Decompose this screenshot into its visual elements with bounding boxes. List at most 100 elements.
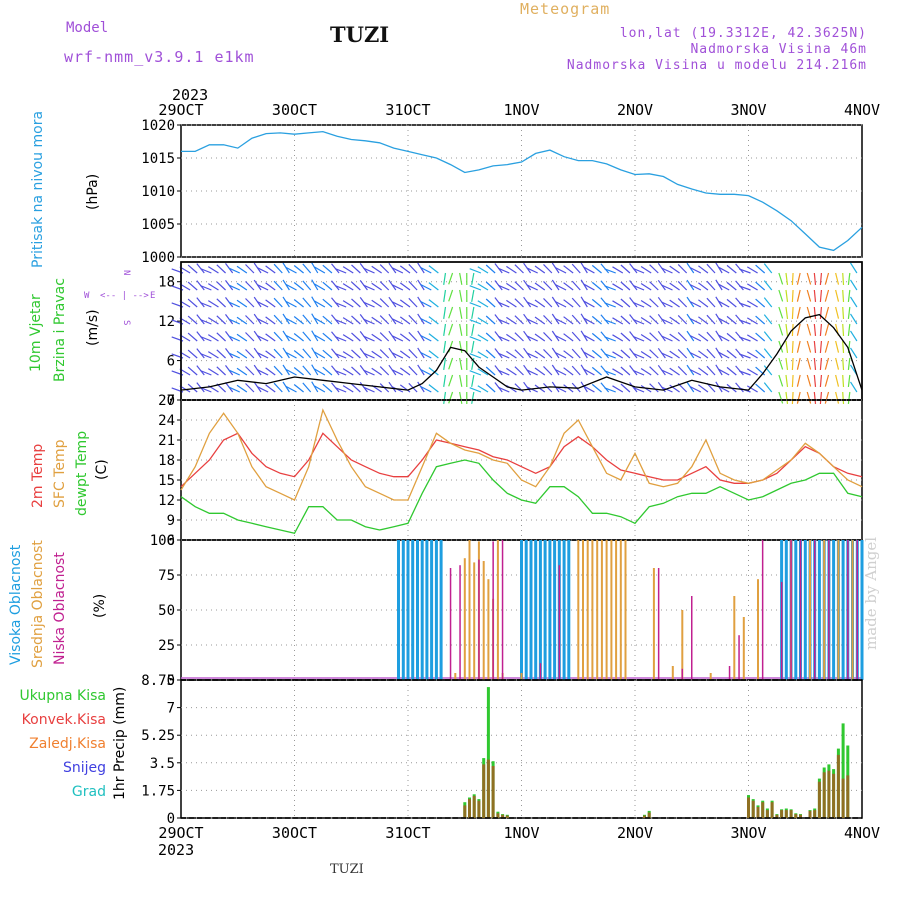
wind-barb [698, 367, 709, 376]
cloud-mid-bar [742, 617, 745, 680]
wind-ytick-label: 18 [158, 275, 175, 291]
cloud-low-bar [814, 540, 816, 680]
wind-barb [408, 331, 418, 342]
wind-barb [612, 317, 624, 325]
wind-barb [718, 266, 730, 274]
wind-barb [471, 340, 475, 353]
wind-barb [443, 391, 447, 404]
wind-barb [498, 369, 510, 376]
wind-barb [322, 332, 333, 342]
pressure-label: Pritisak na nivou mora [30, 111, 46, 268]
wind-barb [706, 365, 716, 376]
wind-barb [526, 318, 538, 325]
wind-barb [443, 340, 447, 353]
wind-barb [485, 349, 496, 359]
wind-barb [806, 391, 812, 404]
wind-barb [199, 284, 212, 291]
wind-barb [543, 348, 553, 359]
cloud-low-bar [799, 540, 802, 680]
wind-barb [469, 370, 482, 376]
wind-barb [334, 370, 347, 376]
wind-barb [371, 316, 382, 325]
wind-barb [408, 297, 418, 308]
wind-barb [738, 302, 751, 308]
time-tick-bottom: 4NOV [844, 824, 880, 842]
precip-ytick-label: 5.25 [141, 728, 175, 744]
footer-station: TUZI [330, 862, 364, 877]
wind-barb [847, 374, 851, 387]
wind-barb [806, 272, 812, 285]
wind-barb [755, 264, 766, 274]
wind-dir-arrows: <-- | --> [100, 291, 149, 301]
wind-barb [293, 316, 304, 325]
wind-barb [842, 323, 845, 337]
wind-barb [257, 301, 269, 308]
wind-barb [534, 316, 546, 325]
legend-freezing-rain: Zaledj.Kisa [29, 736, 106, 752]
time-tick-top: 31OCT [385, 101, 430, 119]
wind-barb [726, 315, 737, 325]
wind-barb [293, 265, 304, 274]
wind-barb [216, 264, 226, 274]
wind-barb [469, 319, 482, 325]
cloud-low-bar [856, 540, 858, 680]
wind-barb [604, 387, 616, 393]
wind-barb [677, 297, 688, 308]
wind-barb [408, 314, 418, 325]
wind-barb [677, 314, 688, 325]
wind-barb [534, 367, 546, 376]
pressure-ytick-label: 1020 [141, 118, 175, 134]
wind-barb [187, 383, 198, 393]
wind-barb [813, 374, 817, 387]
wind-barb [620, 281, 631, 291]
wind-barb [847, 391, 851, 404]
precip-conv-bar [784, 810, 788, 818]
wind-barb [755, 349, 766, 359]
wind-barb [785, 391, 789, 404]
time-tick-bottom: 31OCT [385, 824, 430, 842]
wind-barb [555, 335, 567, 342]
wind-barb [563, 350, 574, 359]
wind-barb [498, 386, 510, 393]
precip-conv-bar [486, 759, 490, 818]
wind-barb [791, 272, 794, 286]
wind-barb [689, 335, 702, 342]
wind-barb [620, 298, 631, 308]
wind-barb [311, 330, 319, 342]
wind-barb [726, 298, 737, 308]
wind-barb [469, 268, 482, 274]
wind-barb [379, 264, 390, 274]
wind-barb [612, 385, 624, 393]
wind-barb [763, 314, 773, 325]
wind-barb [314, 351, 326, 359]
wind-barb [322, 281, 333, 291]
cloud-high-bar [860, 540, 864, 680]
wind-barb [342, 283, 354, 291]
wind-barb [632, 335, 645, 342]
wind-barb [543, 365, 553, 376]
wind-barb [477, 351, 489, 359]
wind-barb [746, 334, 758, 342]
wind-barb [813, 306, 817, 319]
wind-barb [265, 367, 276, 376]
wind-barb [849, 347, 858, 359]
pressure-ytick-label: 1005 [141, 217, 175, 233]
wind-barb [824, 340, 830, 353]
wind-barb [819, 374, 823, 388]
pressure-unit: (hPa) [85, 174, 101, 210]
wind-barb [796, 374, 801, 387]
wind-barb [806, 340, 812, 353]
wind-barb [443, 323, 447, 336]
wind-barb [726, 264, 737, 274]
wind-barb [236, 316, 248, 325]
cloud-mid-bar [468, 540, 471, 680]
wind-barb [514, 366, 524, 376]
cloud-low-bar [691, 596, 693, 680]
precip-label: 1hr Precip (mm) [112, 687, 128, 800]
wind-barb [534, 350, 546, 359]
wind-speed-line [180, 313, 863, 391]
wind-barb [498, 318, 510, 325]
wind-barb [571, 280, 581, 291]
wind-barb [698, 333, 709, 342]
wind-barb [265, 316, 276, 325]
